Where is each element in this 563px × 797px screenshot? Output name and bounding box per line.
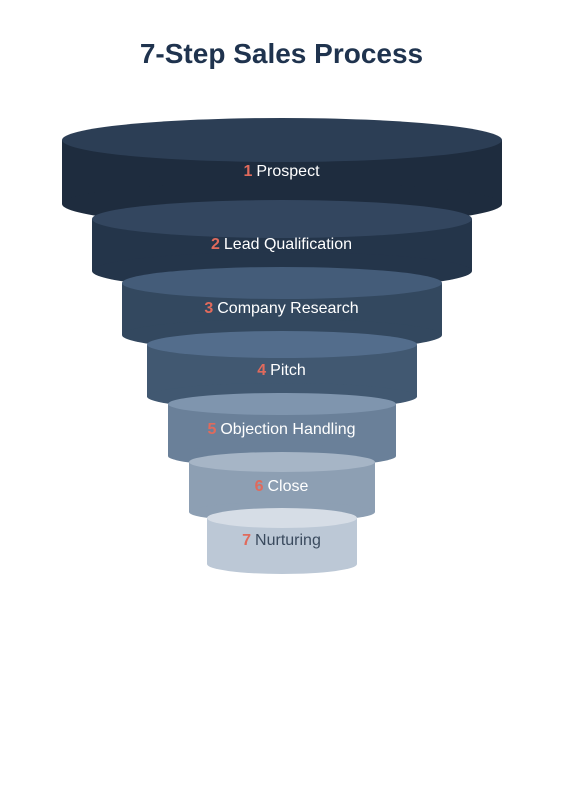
funnel-step-text: Lead Qualification — [224, 236, 352, 253]
funnel-step-number: 2 — [211, 236, 220, 253]
funnel-step-number: 4 — [257, 362, 266, 379]
funnel-step-label: 1Prospect — [243, 163, 319, 181]
funnel-step-number: 7 — [242, 532, 251, 549]
funnel-step-label: 7Nurturing — [242, 532, 321, 550]
funnel-step-top — [122, 267, 442, 299]
funnel-step-top — [62, 118, 502, 162]
funnel-step-number: 6 — [255, 478, 264, 495]
funnel-step-top — [92, 200, 472, 238]
funnel-step-text: Company Research — [217, 300, 358, 317]
funnel-step-text: Nurturing — [255, 532, 321, 549]
funnel-step-top — [189, 452, 375, 472]
funnel-step-top — [147, 331, 417, 358]
page-title: 7-Step Sales Process — [0, 0, 563, 70]
funnel-step-text: Pitch — [270, 362, 306, 379]
funnel-step-text: Objection Handling — [220, 421, 355, 438]
funnel-step-top — [168, 393, 396, 416]
funnel-step-label: 3Company Research — [204, 300, 358, 318]
funnel-step-7: 7Nurturing — [207, 508, 357, 574]
funnel-step-text: Close — [268, 478, 309, 495]
funnel-step-top — [207, 508, 357, 528]
funnel-step-label: 5Objection Handling — [207, 421, 355, 439]
funnel-step-bottom — [207, 554, 357, 574]
funnel-step-number: 3 — [204, 300, 213, 317]
funnel-step-label: 6Close — [255, 478, 309, 496]
funnel-step-label: 4Pitch — [257, 362, 305, 380]
funnel-step-text: Prospect — [256, 163, 319, 180]
funnel-step-number: 1 — [243, 163, 252, 180]
page: 7-Step Sales Process 1Prospect 2Lead Qual… — [0, 0, 563, 797]
funnel-step-number: 5 — [207, 421, 216, 438]
funnel-step-label: 2Lead Qualification — [211, 236, 352, 254]
